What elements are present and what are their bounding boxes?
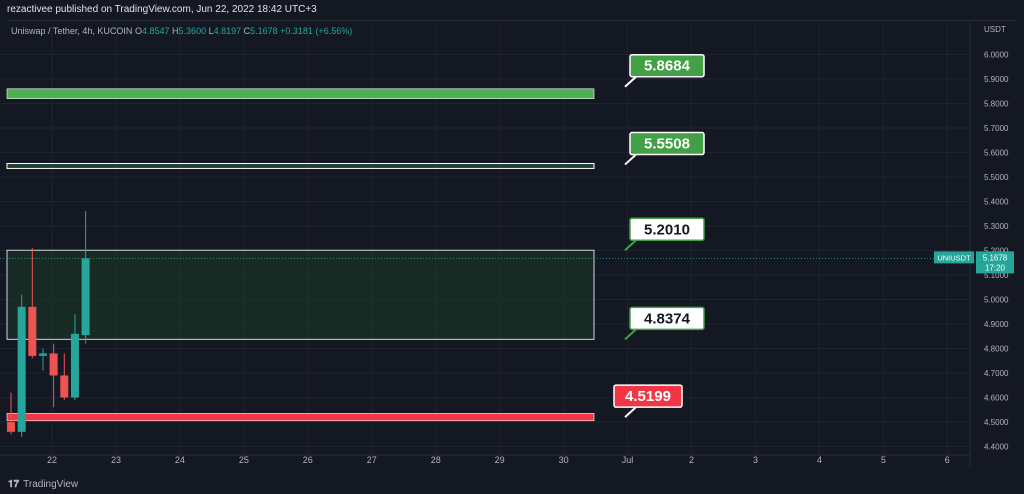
- zone-filled: [6, 413, 595, 422]
- callout-box: [613, 384, 683, 408]
- price-badge-value: 5.1678: [983, 253, 1008, 262]
- footer-brand: TradingView: [23, 478, 79, 490]
- price-callout: 4.8374: [624, 306, 705, 341]
- candle-body: [60, 375, 69, 398]
- candle-body: [81, 258, 90, 336]
- candle-body: [7, 422, 15, 432]
- y-tick-label: 4.6000: [984, 394, 1009, 403]
- y-tick-label: 5.1000: [984, 271, 1009, 280]
- zone-box: [6, 249, 595, 340]
- x-tick-label: 30: [559, 455, 569, 465]
- candle-body: [70, 333, 79, 398]
- y-tick-label: 5.9000: [984, 75, 1009, 84]
- y-tick-label: 5.8000: [984, 100, 1009, 109]
- candle-body: [49, 353, 58, 376]
- y-tick-label: 5.5000: [984, 173, 1009, 182]
- y-tick-label: 4.5000: [984, 418, 1009, 427]
- ohlc-value: 4.8197: [214, 26, 244, 36]
- y-tick-label: 4.9000: [984, 320, 1009, 329]
- y-tick-label: 5.4000: [984, 198, 1009, 207]
- symbol-badge-text: UNIUSDT: [937, 253, 971, 262]
- callout-text: 4.5199: [625, 388, 671, 405]
- callout-box: [629, 53, 705, 78]
- ohlc-key: O: [135, 26, 142, 36]
- candle-body: [38, 353, 47, 356]
- y-tick-label: 6.0000: [984, 51, 1009, 60]
- footer[interactable]: 𝟏𝟕 TradingView: [8, 478, 78, 490]
- ohlc-value: 5.3600: [179, 26, 209, 36]
- price-callout: 5.5508: [624, 131, 705, 166]
- callout-box: [629, 306, 705, 331]
- x-tick-label: 3: [753, 455, 758, 465]
- axes: 22 23 24 25 26 27 28 29 30 Jul 2 3 4 5 66.00005.90005.…: [0, 22, 1009, 467]
- x-tick-label: 23: [111, 455, 121, 465]
- x-tick-label: 24: [175, 455, 185, 465]
- y-tick-label: 5.0000: [984, 296, 1009, 305]
- ohlc-values: O4.8547 H5.3600 L4.8197 C5.1678 +0.3181 …: [135, 26, 352, 36]
- price-badge-countdown: 17:20: [985, 263, 1006, 272]
- price-callout: 4.5199: [613, 384, 683, 418]
- candles: [7, 211, 90, 437]
- ohlc-value: 4.8547: [142, 26, 172, 36]
- zone-outline: [6, 163, 595, 169]
- candle-body: [28, 306, 37, 356]
- x-tick-label: 6: [945, 455, 950, 465]
- y-tick-label: 4.8000: [984, 345, 1009, 354]
- zone-filled: [6, 88, 595, 99]
- currency-label: USDT: [984, 25, 1006, 34]
- symbol-title: Uniswap / Tether, 4h, KUCOIN: [11, 26, 132, 36]
- price-callouts: 5.8684 5.5508 5.2010 4.8374 4.5199 UNIUSDT 5.1…: [613, 53, 1014, 418]
- symbol-badge: [934, 251, 974, 264]
- x-tick-label: 29: [495, 455, 505, 465]
- callout-box: [629, 131, 705, 156]
- price-callout: 5.8684: [624, 53, 705, 88]
- x-tick-label: 4: [817, 455, 822, 465]
- ohlc-value: 5.1678: [250, 26, 280, 36]
- callout-pointer: [624, 406, 637, 418]
- callout-text: 4.8374: [644, 310, 691, 327]
- price-badge: [976, 251, 1014, 274]
- callout-text: 5.2010: [644, 221, 690, 238]
- callout-pointer: [624, 76, 637, 88]
- y-tick-label: 4.7000: [984, 369, 1009, 378]
- ohlc-key: L: [209, 26, 214, 36]
- x-tick-label: 25: [239, 455, 249, 465]
- divider: [7, 20, 1017, 21]
- zones: [0, 88, 970, 422]
- publish-info-text: rezactivee published on TradingView.com,…: [7, 4, 317, 15]
- tradingview-logo-icon: 𝟏𝟕: [8, 478, 20, 490]
- y-tick-label: 5.7000: [984, 124, 1009, 133]
- symbol-legend: Uniswap / Tether, 4h, KUCOIN O4.8547 H5.…: [11, 26, 352, 36]
- callout-pointer: [624, 328, 637, 341]
- x-tick-label: 2: [689, 455, 694, 465]
- y-tick-label: 5.2000: [984, 247, 1009, 256]
- x-tick-label: Jul: [622, 455, 634, 465]
- x-tick-label: 5: [881, 455, 886, 465]
- callout-text: 5.8684: [644, 58, 691, 75]
- y-tick-label: 4.4000: [984, 443, 1009, 452]
- price-callout: 5.2010: [624, 217, 705, 251]
- ohlc-key: H: [172, 26, 179, 36]
- x-tick-label: 27: [367, 455, 377, 465]
- x-tick-label: 22: [47, 455, 57, 465]
- callout-pointer: [624, 153, 637, 166]
- callout-pointer: [624, 239, 637, 251]
- candle-body: [17, 306, 26, 432]
- publish-info: rezactivee published on TradingView.com,…: [7, 4, 1017, 21]
- y-tick-label: 5.3000: [984, 222, 1009, 231]
- ohlc-change: +0.3181 (+6.56%): [280, 26, 352, 36]
- callout-text: 5.5508: [644, 136, 690, 153]
- ohlc-key: C: [244, 26, 251, 36]
- y-tick-label: 5.6000: [984, 149, 1009, 158]
- x-tick-label: 28: [431, 455, 441, 465]
- callout-box: [629, 217, 705, 242]
- x-tick-label: 26: [303, 455, 313, 465]
- grid: [0, 22, 970, 455]
